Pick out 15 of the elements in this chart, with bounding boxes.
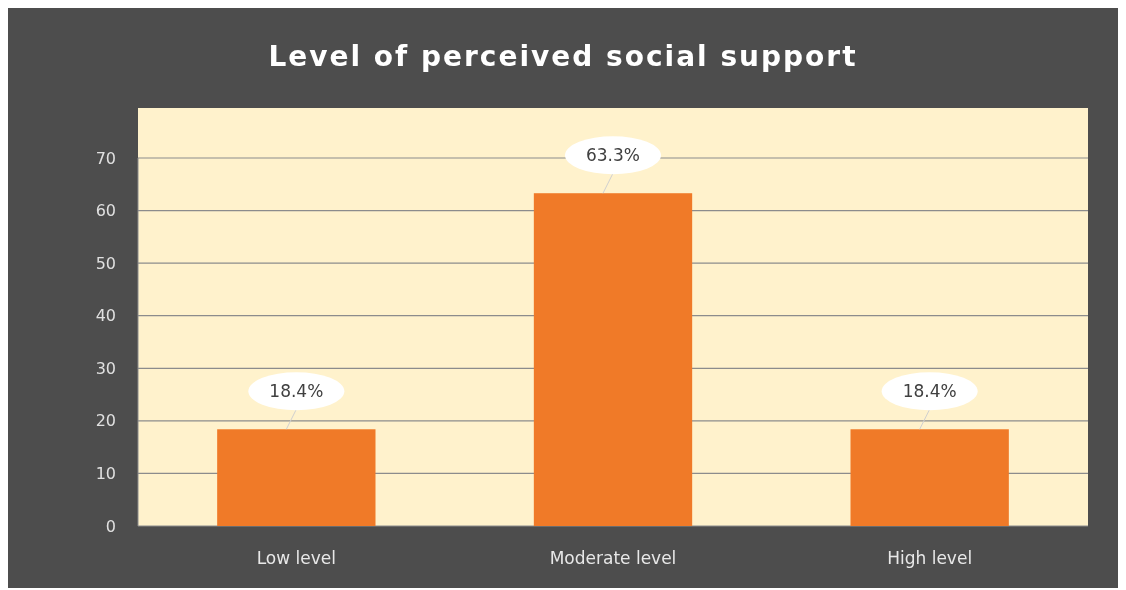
data-label: 18.4%: [902, 381, 957, 402]
data-label: 18.4%: [269, 381, 324, 402]
y-tick-label: 30: [95, 358, 116, 378]
y-tick-label: 20: [95, 411, 116, 431]
data-label: 63.3%: [585, 145, 641, 166]
y-tick-label: 0: [105, 516, 116, 536]
y-tick-label: 50: [95, 253, 116, 273]
x-tick-label: Moderate level: [549, 548, 677, 568]
x-tick-label: Low level: [256, 548, 336, 568]
chart-title: Level of perceived social support: [268, 40, 858, 73]
y-tick-label: 40: [95, 306, 116, 326]
y-tick-label: 70: [95, 148, 116, 168]
y-tick-label: 10: [95, 464, 116, 484]
y-tick-label: 60: [95, 201, 116, 221]
x-tick-label: High level: [887, 548, 973, 568]
